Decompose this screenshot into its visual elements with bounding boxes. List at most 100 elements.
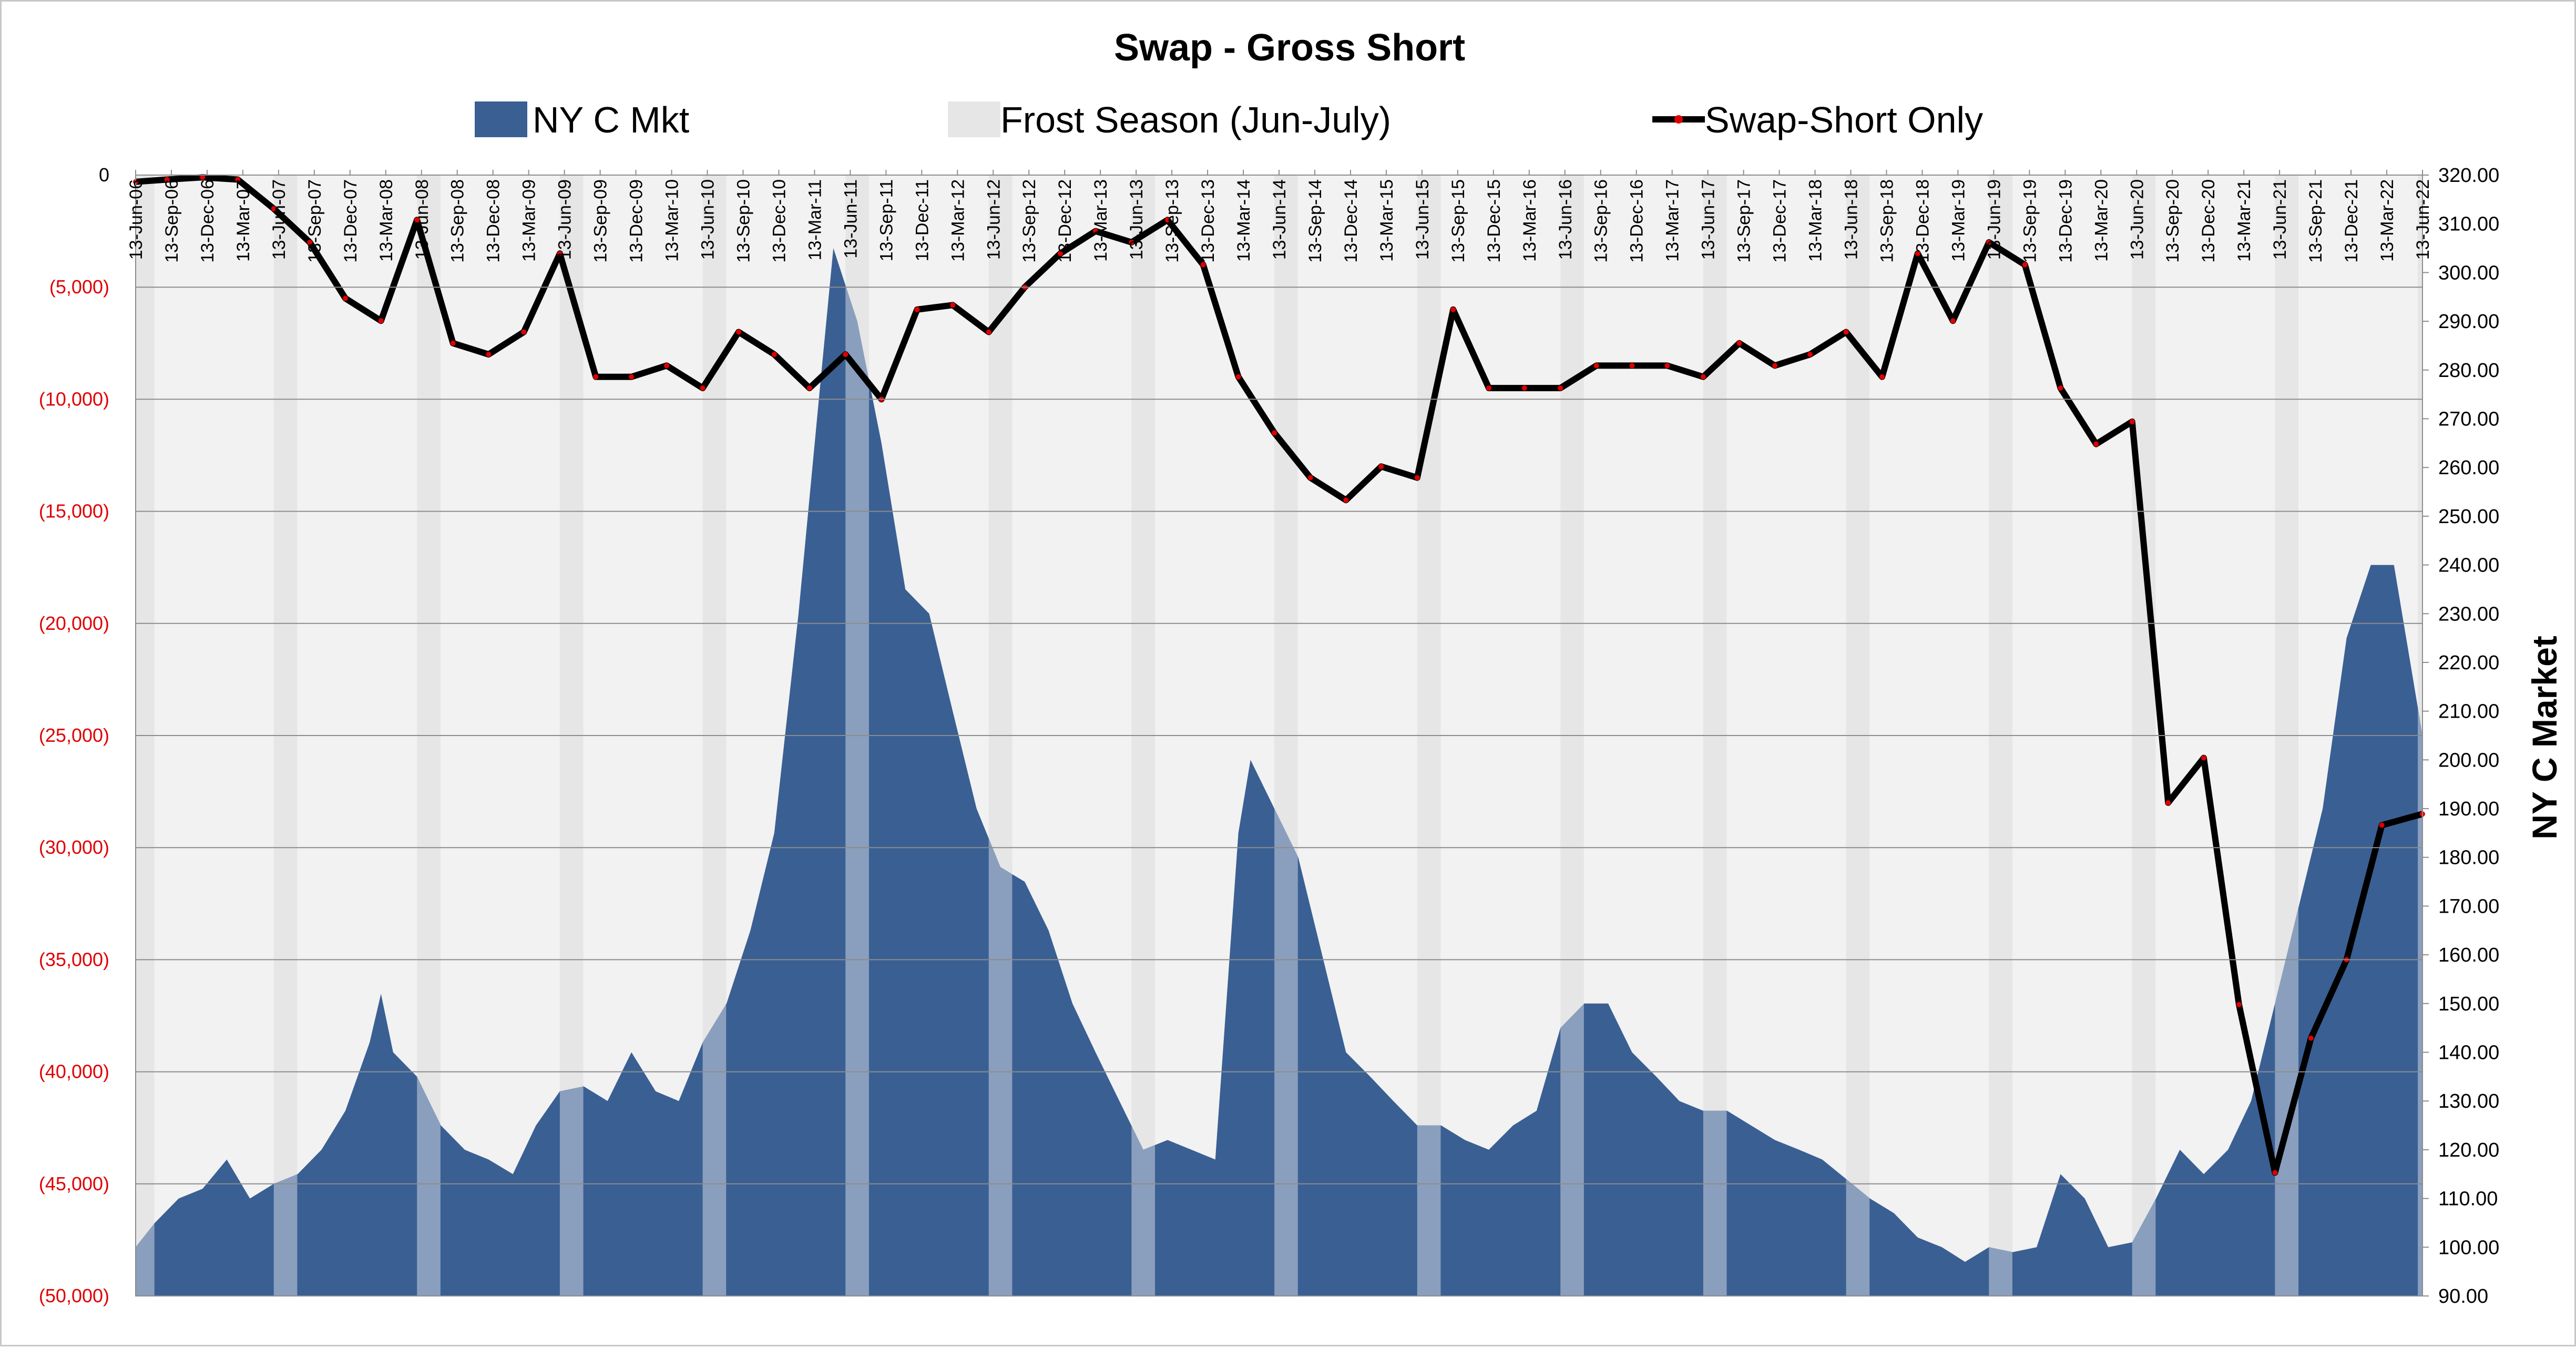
x-tick-label-19: 13-Mar-11	[805, 179, 825, 260]
y-left-tick-label-8: (40,000)	[39, 1061, 109, 1083]
x-tick-label-26: 13-Dec-12	[1055, 179, 1075, 263]
swap-short-marker-5	[307, 239, 313, 245]
y-left-tick-label-7: (35,000)	[39, 948, 109, 970]
swap-short-marker-47	[1807, 352, 1813, 358]
x-tick-label-37: 13-Sep-15	[1448, 179, 1468, 263]
swap-short-marker-45	[1736, 340, 1742, 346]
x-tick-label-49: 13-Sep-18	[1877, 179, 1897, 263]
y-left-tick-label-10: (50,000)	[39, 1285, 109, 1306]
x-tick-label-6: 13-Dec-07	[341, 179, 361, 263]
swap-short-marker-43	[1664, 363, 1670, 369]
swap-short-marker-30	[1200, 262, 1206, 268]
x-tick-label-14: 13-Dec-09	[627, 179, 647, 263]
y-left-tick-label-0: 0	[99, 164, 109, 186]
x-tick-label-47: 13-Mar-18	[1806, 179, 1826, 262]
y-left-tick-label-5: (25,000)	[39, 724, 109, 746]
y-right-tick-label-13: 220.00	[2438, 652, 2499, 674]
swap-short-marker-42	[1629, 363, 1635, 369]
y-right-tick-label-18: 270.00	[2438, 408, 2499, 430]
swap-short-marker-52	[1986, 239, 1992, 245]
x-tick-label-48: 13-Jun-18	[1842, 179, 1862, 260]
legend-swatch-swap-marker	[1674, 115, 1683, 124]
swap-short-marker-36	[1414, 475, 1420, 481]
legend: NY C Mkt Frost Season (Jun-July) Swap-Sh…	[475, 99, 1983, 140]
swap-short-marker-2	[200, 175, 206, 180]
x-tick-label-12: 13-Jun-09	[555, 179, 575, 260]
swap-short-marker-31	[1235, 374, 1241, 380]
swap-short-marker-27	[1092, 228, 1098, 234]
legend-swatch-market	[475, 101, 527, 137]
x-tick-label-22: 13-Dec-11	[912, 179, 932, 261]
swap-short-marker-35	[1378, 464, 1384, 469]
y-right-tick-label-6: 150.00	[2438, 993, 2499, 1015]
swap-short-marker-9	[450, 340, 456, 346]
x-tick-label-43: 13-Mar-17	[1663, 179, 1683, 262]
y-left-tick-label-9: (45,000)	[39, 1173, 109, 1194]
y-right-tick-label-23: 320.00	[2438, 165, 2499, 187]
legend-label-frost: Frost Season (Jun-July)	[1000, 99, 1391, 140]
swap-short-marker-24	[986, 329, 991, 335]
swap-short-marker-29	[1164, 217, 1170, 223]
x-tick-label-41: 13-Sep-16	[1591, 179, 1611, 263]
swap-short-marker-4	[271, 206, 277, 211]
swap-short-marker-39	[1521, 385, 1527, 391]
x-tick-label-24: 13-Jun-12	[984, 179, 1004, 260]
x-tick-label-64: 13-Jun-22	[2413, 179, 2433, 260]
swap-short-marker-46	[1772, 363, 1778, 369]
swap-short-marker-51	[1950, 318, 1956, 324]
x-tick-label-20: 13-Jun-11	[841, 179, 861, 259]
x-tick-label-3: 13-Mar-07	[233, 179, 253, 262]
x-tick-label-18: 13-Dec-10	[769, 179, 789, 263]
x-tick-label-62: 13-Dec-21	[2342, 179, 2362, 263]
x-tick-label-28: 13-Jun-13	[1127, 179, 1147, 260]
y-right-tick-label-14: 230.00	[2438, 603, 2499, 625]
x-tick-label-54: 13-Dec-19	[2056, 179, 2076, 263]
swap-short-marker-17	[736, 329, 742, 335]
x-tick-label-57: 13-Sep-20	[2163, 179, 2183, 263]
swap-short-marker-7	[378, 318, 384, 324]
x-tick-label-39: 13-Mar-16	[1520, 179, 1540, 262]
swap-short-marker-56	[2129, 419, 2135, 425]
x-tick-label-1: 13-Sep-06	[162, 179, 182, 263]
y-right-tick-label-5: 140.00	[2438, 1042, 2499, 1064]
x-tick-label-61: 13-Sep-21	[2306, 179, 2326, 263]
swap-short-marker-1	[164, 177, 170, 182]
axes: 0 (5,000) (10,000) (15,000) (20,000) (25,000)…	[39, 164, 2499, 1308]
y-right-tick-label-11: 200.00	[2438, 749, 2499, 771]
swap-short-marker-50	[1915, 251, 1920, 257]
swap-short-marker-34	[1343, 497, 1349, 503]
y-axis-right-label: NY C Market	[2525, 636, 2564, 840]
legend-label-swap: Swap-Short Only	[1705, 99, 1983, 140]
x-tick-label-45: 13-Sep-17	[1734, 179, 1754, 263]
x-tick-label-5: 13-Sep-07	[305, 179, 325, 263]
x-tick-label-36: 13-Jun-15	[1413, 179, 1433, 260]
swap-short-marker-44	[1700, 374, 1706, 380]
x-tick-label-32: 13-Jun-14	[1270, 179, 1290, 260]
y-right-tick-label-3: 120.00	[2438, 1139, 2499, 1161]
swap-short-marker-61	[2308, 1035, 2314, 1041]
y-left-tick-label-6: (30,000)	[39, 836, 109, 858]
x-tick-label-51: 13-Mar-19	[1948, 179, 1968, 262]
swap-short-marker-8	[414, 217, 420, 223]
swap-short-marker-63	[2379, 822, 2385, 828]
y-left-tick-label-1: (5,000)	[49, 276, 109, 298]
x-tick-label-10: 13-Dec-08	[484, 179, 504, 263]
x-tick-label-16: 13-Jun-10	[698, 179, 718, 260]
x-tick-label-46: 13-Dec-17	[1770, 179, 1790, 263]
swap-short-marker-14	[629, 374, 635, 380]
swap-short-marker-16	[700, 385, 706, 391]
x-tick-label-52: 13-Jun-19	[1984, 179, 2004, 260]
x-tick-label-2: 13-Dec-06	[198, 179, 218, 263]
x-tick-label-38: 13-Dec-15	[1484, 179, 1504, 263]
swap-short-marker-22	[914, 307, 920, 312]
swap-short-marker-23	[950, 302, 956, 308]
y-right-tick-label-8: 170.00	[2438, 895, 2499, 917]
y-right-tick-label-4: 130.00	[2438, 1090, 2499, 1112]
y-right-tick-label-2: 110.00	[2438, 1188, 2498, 1210]
y-right-tick-label-9: 180.00	[2438, 847, 2499, 869]
swap-short-marker-38	[1486, 385, 1491, 391]
x-tick-label-33: 13-Sep-14	[1305, 179, 1325, 263]
swap-short-marker-53	[2022, 262, 2028, 268]
y-left-tick-label-4: (20,000)	[39, 612, 109, 634]
